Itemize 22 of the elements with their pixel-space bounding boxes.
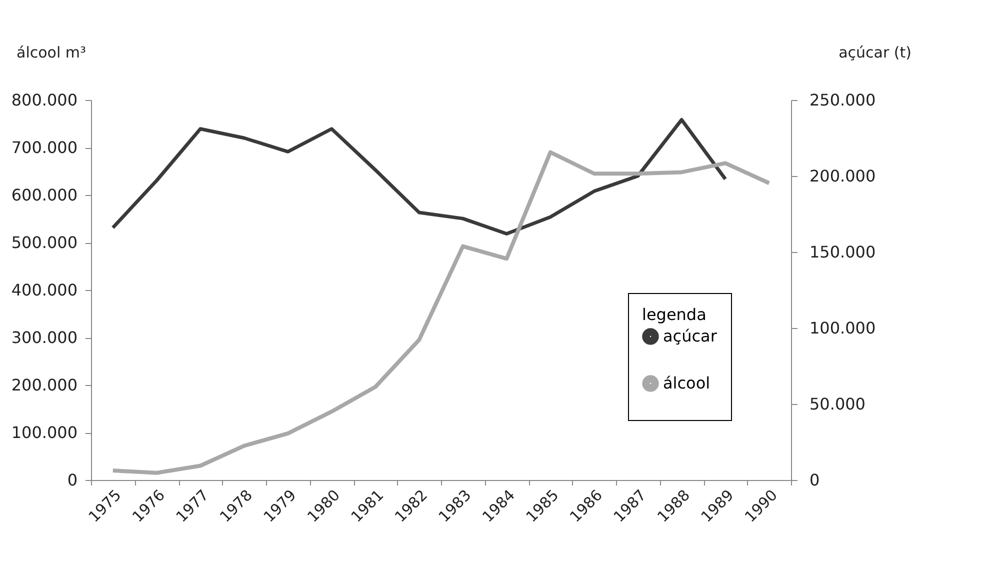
y2-tick-label: 150.000 [810, 242, 876, 262]
y2-tick-label: 200.000 [810, 166, 876, 186]
line-series [111, 118, 728, 236]
y-tick-label: 600.000 [11, 186, 78, 204]
y-tick-label: 800.000 [11, 90, 78, 110]
y-axis-title: álcool m³ [16, 44, 86, 62]
y-tick-label: 0 [67, 470, 78, 490]
y-tick-label: 300.000 [11, 328, 78, 347]
y-tick-label: 100.000 [11, 423, 78, 442]
y2-tick-label: 50.000 [810, 394, 866, 414]
legend-label: açúcar [663, 326, 718, 346]
y2-tick-label: 250.000 [810, 90, 876, 110]
legend-label: álcool [663, 374, 710, 392]
y-tick-label: 400.000 [11, 280, 78, 300]
legend-title: legenda [642, 305, 706, 324]
y-tick-label: 200.000 [11, 376, 78, 394]
y2-tick-label: 100.000 [810, 318, 876, 338]
line-series [110, 150, 772, 475]
y-tick-label: 700.000 [11, 138, 78, 157]
y2-tick-label: 0 [810, 470, 820, 490]
y-tick-label: 500.000 [11, 233, 78, 252]
y2-axis-title: açúcar (t) [838, 44, 912, 62]
